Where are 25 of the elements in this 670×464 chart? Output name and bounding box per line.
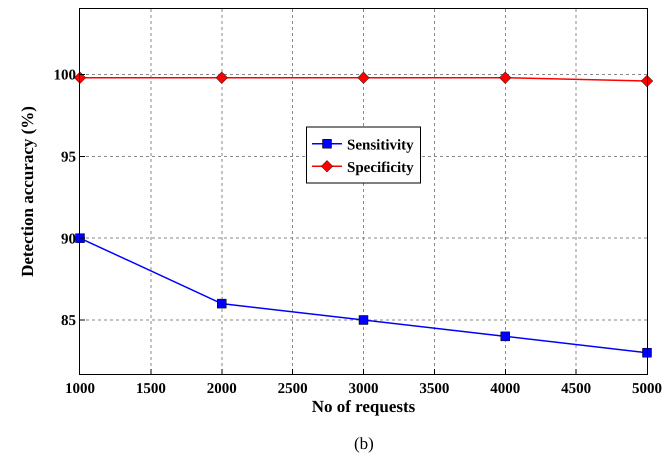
point xyxy=(499,72,512,84)
x-tick-label: 1500 xyxy=(136,381,166,397)
x-tick-label: 4500 xyxy=(561,381,592,397)
x-tick-label: 5000 xyxy=(632,381,662,397)
point xyxy=(357,72,370,84)
point xyxy=(500,332,510,342)
legend-label: Specificity xyxy=(347,160,414,176)
legend-label: Sensitivity xyxy=(347,138,414,154)
point xyxy=(216,72,228,84)
text: (b) xyxy=(354,434,374,453)
y-tick-label: 100 xyxy=(54,68,76,84)
point xyxy=(642,348,652,358)
x-tick-label: 2000 xyxy=(206,381,237,397)
y-tick-label: 85 xyxy=(61,313,76,330)
x-tick-label: 1000 xyxy=(65,381,95,397)
x-tick-label: 3000 xyxy=(348,381,378,397)
x-axis-title: No of requests xyxy=(312,397,416,416)
x-tick-label: 3500 xyxy=(419,381,450,397)
x-tick-label: 4000 xyxy=(490,381,520,397)
point xyxy=(217,298,226,308)
y-tick-label: 90 xyxy=(61,231,76,248)
y-tick-label: 95 xyxy=(61,150,76,166)
y-axis-title: Detection accuracy (%) xyxy=(18,106,38,277)
point xyxy=(358,315,368,325)
x-tick-label: 2500 xyxy=(278,381,308,397)
